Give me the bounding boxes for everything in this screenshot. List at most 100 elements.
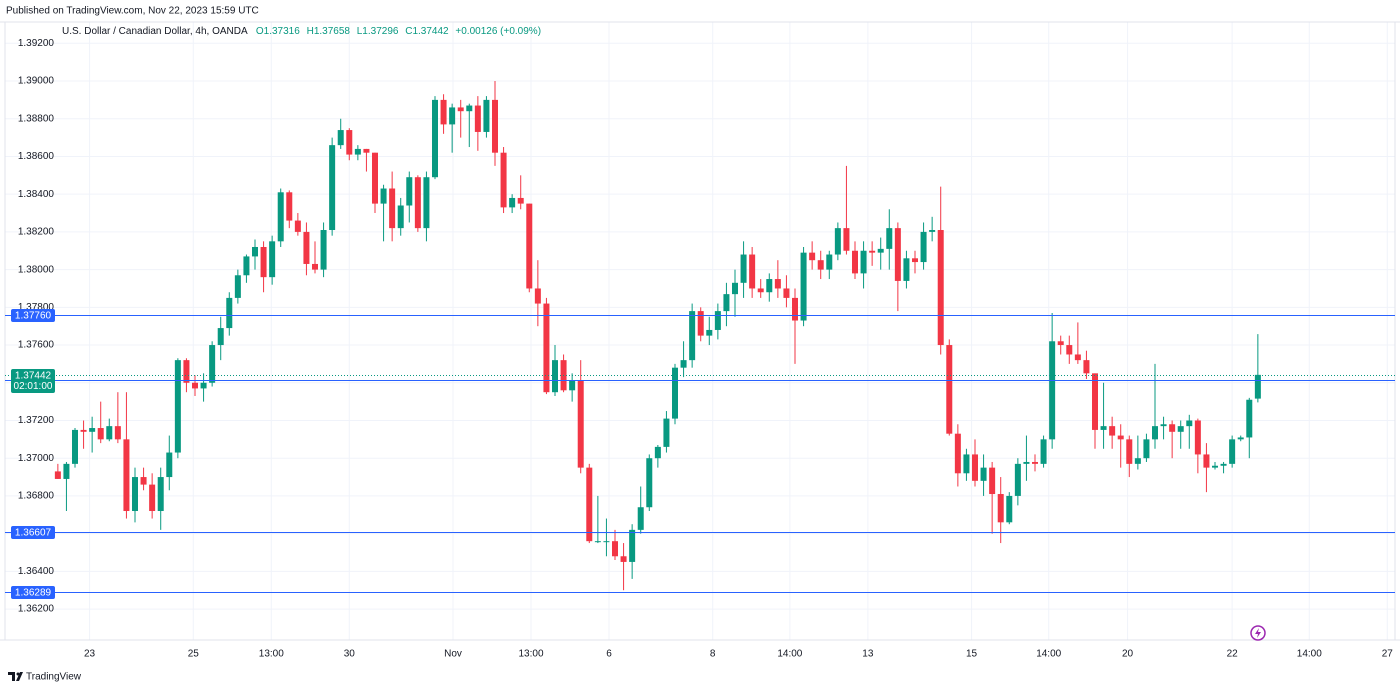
candle-body bbox=[586, 467, 593, 542]
candle-body bbox=[946, 345, 953, 434]
candle-body bbox=[157, 477, 164, 512]
candle-body bbox=[1100, 426, 1107, 430]
legend-low: L1.37296 bbox=[357, 26, 399, 37]
candle-body bbox=[492, 99, 498, 153]
candle-body bbox=[980, 467, 987, 481]
candle-body bbox=[1246, 399, 1253, 438]
candle-body bbox=[54, 471, 61, 479]
candle-body bbox=[260, 246, 267, 278]
legend: U.S. Dollar / Canadian Dollar, 4h, OANDA… bbox=[62, 26, 541, 37]
candle-body bbox=[106, 426, 113, 440]
candle-body bbox=[1117, 435, 1124, 440]
candle-body bbox=[1040, 439, 1047, 464]
candle-body bbox=[80, 429, 87, 432]
y-tick-label: 1.37200 bbox=[18, 415, 55, 426]
candle-body bbox=[1169, 424, 1176, 432]
candle-body bbox=[269, 241, 276, 278]
x-tick-label: 23 bbox=[84, 649, 96, 660]
candle-body bbox=[697, 311, 704, 336]
candle-body bbox=[72, 429, 78, 464]
candle-body bbox=[1194, 420, 1201, 455]
published-note: Published on TradingView.com, Nov 22, 20… bbox=[6, 6, 259, 17]
x-tick-label: 6 bbox=[606, 649, 612, 660]
candle-body bbox=[963, 454, 970, 474]
candle-body bbox=[509, 197, 516, 208]
candle-body bbox=[569, 380, 576, 391]
y-tick-label: 1.39000 bbox=[18, 76, 55, 87]
lightning-icon[interactable] bbox=[1250, 625, 1266, 641]
candle-body bbox=[226, 297, 233, 329]
candle-body bbox=[1126, 439, 1133, 464]
y-tick-label: 1.38200 bbox=[18, 227, 55, 238]
level-label-box bbox=[11, 309, 55, 322]
icon-ring[interactable] bbox=[1250, 625, 1266, 641]
icon-bolt[interactable] bbox=[1255, 628, 1261, 638]
candle-body bbox=[809, 252, 816, 261]
last-price-box bbox=[11, 369, 55, 393]
candle-body bbox=[774, 279, 781, 289]
candle-body bbox=[114, 426, 121, 440]
candle-body bbox=[217, 328, 224, 346]
candle-body bbox=[543, 303, 550, 393]
candle-body bbox=[320, 230, 327, 270]
candle-body bbox=[277, 192, 284, 242]
level-label: 1.36289 bbox=[15, 588, 52, 599]
x-tick-label: 13:00 bbox=[259, 649, 284, 660]
overlay: 1.362001.364001.366001.368001.370001.372… bbox=[5, 38, 1395, 660]
x-tick-label: 22 bbox=[1227, 649, 1239, 660]
candle-body bbox=[209, 345, 216, 383]
candle-body bbox=[380, 188, 387, 204]
candle-body bbox=[732, 282, 738, 295]
legend-change: +0.00126 (+0.09%) bbox=[455, 26, 541, 37]
candle-body bbox=[834, 228, 841, 255]
x-tick-label: 8 bbox=[710, 649, 716, 660]
legend-close: C1.37442 bbox=[405, 26, 449, 37]
candle-body bbox=[843, 228, 850, 251]
footer-logo bbox=[8, 672, 23, 681]
x-tick-label: 30 bbox=[344, 649, 356, 660]
candle-body bbox=[337, 130, 344, 146]
candle-body bbox=[894, 228, 901, 281]
x-tick-label: 15 bbox=[966, 649, 978, 660]
candle-body bbox=[766, 279, 773, 293]
y-tick-label: 1.37000 bbox=[18, 453, 55, 464]
candle-body bbox=[63, 463, 70, 479]
candle-body bbox=[474, 105, 481, 132]
candle-body bbox=[852, 250, 858, 274]
candle-body bbox=[972, 454, 978, 481]
candle-body bbox=[1254, 374, 1261, 399]
candle-body bbox=[97, 428, 104, 440]
candle-body bbox=[903, 258, 910, 281]
candle-body bbox=[1229, 439, 1236, 464]
candle-body bbox=[663, 418, 670, 447]
y-tick-label: 1.38400 bbox=[18, 189, 55, 200]
candle-body bbox=[423, 177, 430, 229]
candle-body bbox=[817, 260, 824, 270]
candle-body bbox=[654, 446, 661, 459]
y-tick-label: 1.37600 bbox=[18, 340, 55, 351]
candle-body bbox=[166, 452, 173, 478]
candle-body bbox=[1220, 463, 1227, 466]
y-tick-label: 1.39200 bbox=[18, 38, 55, 49]
level-label-box bbox=[11, 586, 55, 599]
candle-body bbox=[1023, 461, 1030, 464]
x-tick-label: Nov bbox=[444, 649, 462, 660]
candle-body bbox=[1083, 360, 1090, 374]
candle-body bbox=[192, 382, 198, 389]
x-tick-label: 14:00 bbox=[1297, 649, 1322, 660]
candle-body bbox=[1092, 373, 1098, 430]
candle-body bbox=[329, 145, 336, 231]
level-label-box bbox=[11, 526, 55, 539]
logo-shape bbox=[8, 672, 23, 681]
candle-body bbox=[346, 130, 353, 155]
x-tick-label: 14:00 bbox=[1036, 649, 1061, 660]
candle-body bbox=[757, 288, 764, 293]
candle-body bbox=[183, 360, 190, 383]
candle-body bbox=[723, 294, 730, 312]
symbol: U.S. Dollar / Canadian Dollar, 4h, OANDA bbox=[62, 26, 248, 37]
candle-body bbox=[432, 99, 438, 178]
candle-body bbox=[500, 152, 507, 208]
candle-body bbox=[920, 231, 927, 263]
candle-body bbox=[646, 458, 653, 508]
